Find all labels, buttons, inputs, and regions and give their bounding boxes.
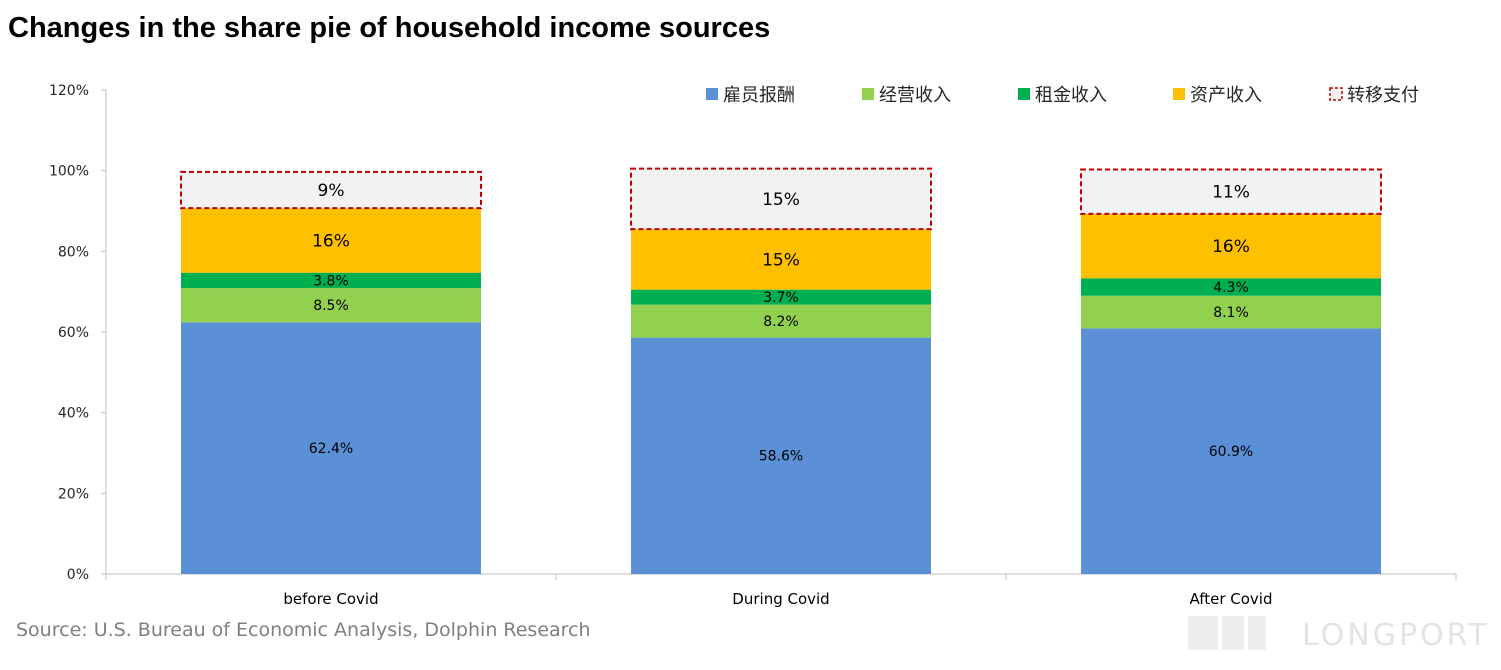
data-label: 4.3% <box>1213 280 1249 296</box>
x-category-label: During Covid <box>732 590 829 608</box>
data-label: 60.9% <box>1209 444 1253 460</box>
bar-segment <box>1081 278 1381 296</box>
bar-segment <box>1081 295 1381 329</box>
bar-segment <box>1081 213 1381 279</box>
y-tick-label: 20% <box>58 486 89 502</box>
watermark-logo-block <box>1188 616 1218 650</box>
watermark-logo-block <box>1248 616 1266 650</box>
legend-label: 转移支付 <box>1347 85 1419 106</box>
data-label: 15% <box>762 190 800 210</box>
bar-segment <box>1081 328 1381 574</box>
legend-swatch <box>862 88 874 100</box>
data-label: 8.5% <box>313 298 349 314</box>
bar-segment <box>180 170 482 210</box>
bar-segment <box>181 208 481 273</box>
bar-segment <box>181 322 481 574</box>
source-note: Source: U.S. Bureau of Economic Analysis… <box>16 619 591 641</box>
y-tick-label: 80% <box>58 244 89 260</box>
data-label: 62.4% <box>309 441 353 457</box>
bar-segment <box>631 337 931 574</box>
y-tick-label: 0% <box>67 567 89 583</box>
data-label: 3.7% <box>763 290 799 306</box>
legend-label: 资产收入 <box>1190 85 1262 106</box>
data-label: 8.1% <box>1213 305 1249 321</box>
y-tick-label: 100% <box>49 164 89 180</box>
bar-segment <box>631 289 931 305</box>
y-tick-label: 40% <box>58 406 89 422</box>
bar-segment <box>631 304 931 338</box>
legend-swatch <box>1329 87 1343 101</box>
legend-swatch <box>706 88 718 100</box>
data-label: 3.8% <box>313 273 349 289</box>
bar-segment <box>181 272 481 289</box>
x-category-label: After Covid <box>1189 590 1272 608</box>
legend-label: 雇员报酬 <box>723 85 795 106</box>
bar-segment <box>631 229 931 290</box>
legend-label: 经营收入 <box>879 85 951 106</box>
legend-label: 租金收入 <box>1035 85 1107 106</box>
y-tick-label: 120% <box>49 83 89 99</box>
data-label: 15% <box>762 250 800 270</box>
data-label: 58.6% <box>759 449 803 465</box>
data-label: 16% <box>1212 237 1250 257</box>
data-label: 9% <box>318 181 345 201</box>
bar-segment <box>630 167 932 231</box>
watermark-text: LONGPORT <box>1302 618 1490 653</box>
data-label: 11% <box>1212 183 1250 203</box>
chart-title: Changes in the share pie of household in… <box>8 12 771 44</box>
bar-segment <box>1080 168 1382 215</box>
legend-swatch <box>1173 88 1185 100</box>
x-category-label: before Covid <box>283 590 378 608</box>
data-label: 8.2% <box>763 314 799 330</box>
bar-segment <box>181 288 481 323</box>
data-label: 16% <box>312 231 350 251</box>
watermark-logo-block <box>1222 616 1244 650</box>
y-tick-label: 60% <box>58 325 89 341</box>
legend-swatch <box>1018 88 1030 100</box>
